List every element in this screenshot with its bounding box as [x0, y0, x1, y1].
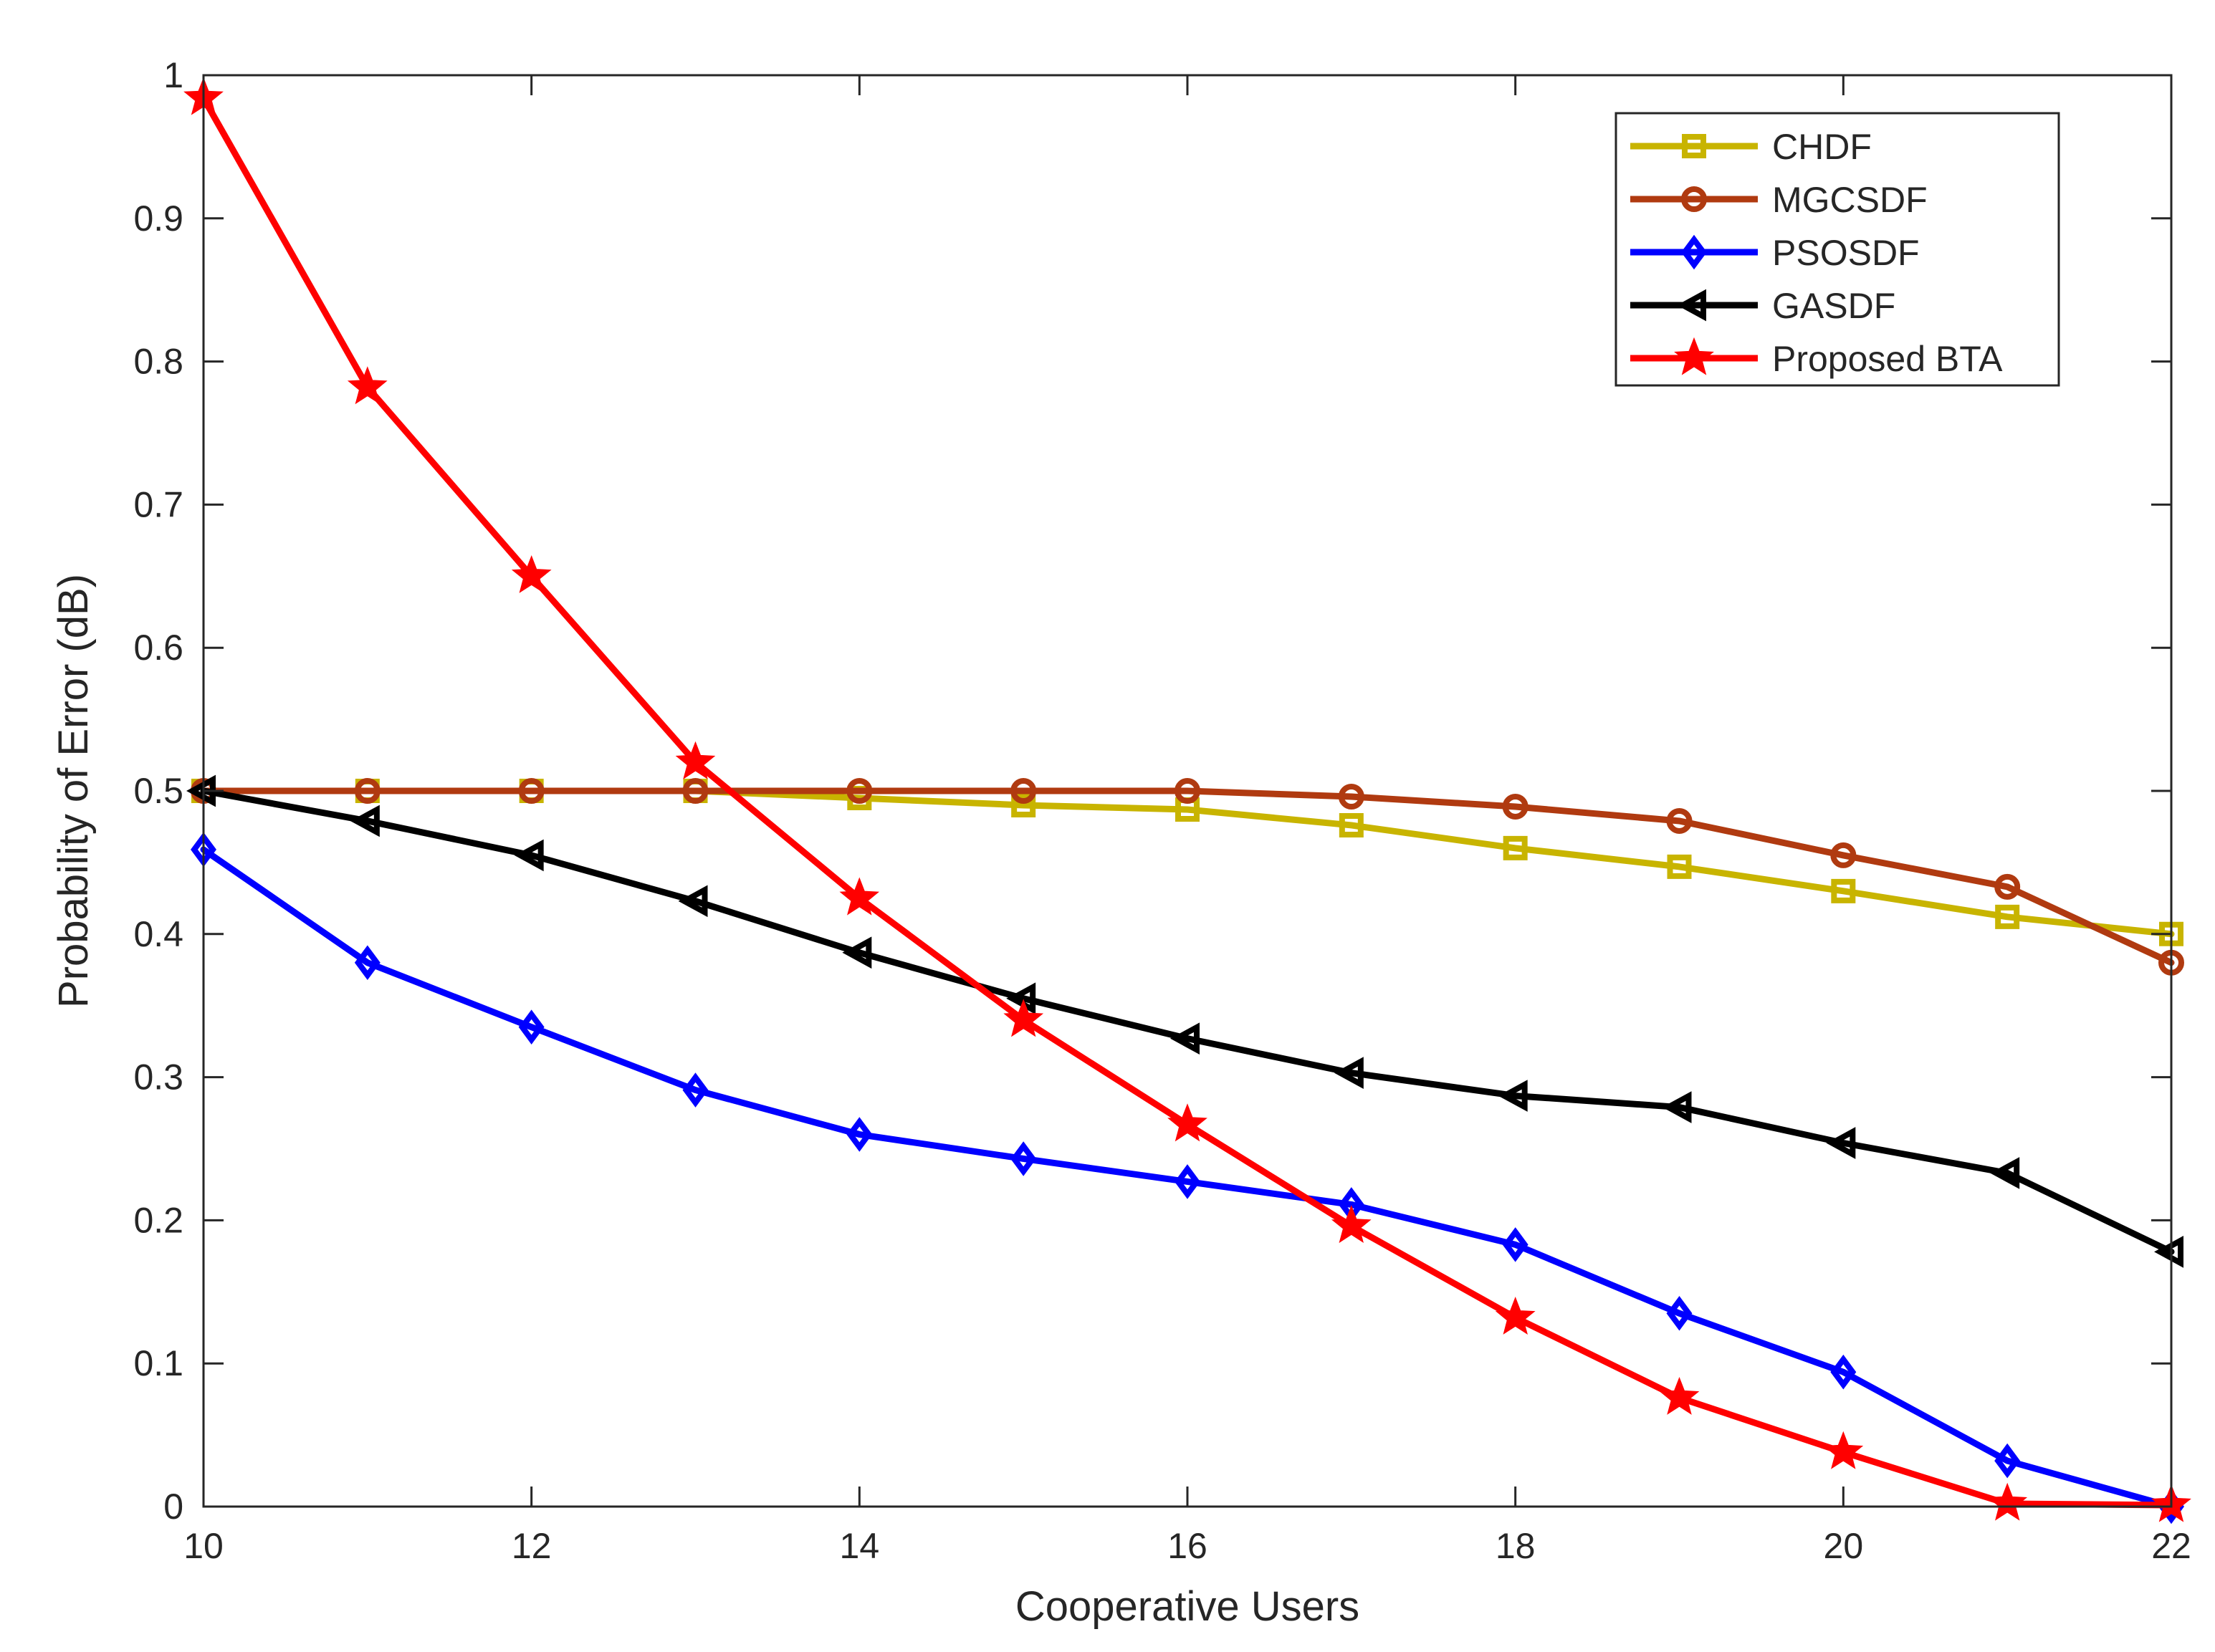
data-point-proposed-bta-11 [347, 366, 388, 405]
data-point-chdf-18 [1503, 835, 1528, 860]
data-point-proposed-bta-13 [675, 741, 716, 779]
legend-marker-gasdf [1677, 289, 1706, 322]
data-point-mgcsdf-12 [518, 778, 545, 804]
legend-item-chdf: CHDF [1630, 127, 1872, 167]
data-point-proposed-bta-21 [1987, 1482, 2028, 1521]
data-point-mgcsdf-17 [1338, 783, 1364, 810]
series-line-psosdf [200, 846, 2175, 1510]
data-point-proposed-bta-16 [1167, 1103, 1207, 1142]
x-tick-label-22: 22 [2151, 1526, 2191, 1566]
data-point-mgcsdf-14 [846, 778, 873, 804]
legend-marker-proposed-bta [1674, 337, 1714, 375]
y-tick-label-0.4: 0.4 [133, 914, 183, 954]
series-line-mgcsdf [200, 787, 2175, 966]
data-point-proposed-bta-18 [1495, 1297, 1536, 1335]
data-point-proposed-bta-15 [1003, 999, 1044, 1037]
data-point-psosdf-18 [1502, 1227, 1529, 1262]
data-point-proposed-bta-14 [839, 877, 880, 916]
data-point-psosdf-14 [846, 1117, 873, 1152]
data-point-mgcsdf-11 [354, 778, 381, 804]
data-point-psosdf-11 [354, 945, 381, 981]
legend-item-proposed-bta: Proposed BTA [1630, 337, 2003, 379]
data-point-gasdf-21 [1990, 1157, 2020, 1189]
data-point-proposed-bta-19 [1659, 1376, 1700, 1415]
series-line-gasdf [200, 787, 2175, 1255]
data-point-mgcsdf-15 [1010, 778, 1037, 804]
data-point-gasdf-16 [1170, 1022, 1200, 1055]
data-point-gasdf-18 [1498, 1080, 1528, 1112]
data-point-chdf-22 [2159, 921, 2183, 946]
data-point-gasdf-12 [514, 839, 544, 872]
axes-layer: 10 12 14 16 18 20 22 0 0.1 0.2 0.3 0.4 0.5 0.6 0.7 0.8 0… [133, 55, 2191, 1566]
y-tick-label-0.1: 0.1 [133, 1343, 183, 1383]
data-point-gasdf-14 [842, 936, 872, 969]
x-tick-label-10: 10 [183, 1526, 224, 1566]
data-point-mgcsdf-18 [1502, 793, 1529, 820]
x-tick-label-16: 16 [1167, 1526, 1207, 1566]
data-point-mgcsdf-20 [1830, 842, 1857, 868]
data-point-chdf-17 [1339, 812, 1364, 837]
y-tick-label-0.5: 0.5 [133, 771, 183, 811]
x-tick-label-20: 20 [1824, 1526, 1864, 1566]
data-point-mgcsdf-19 [1666, 807, 1693, 834]
y-tick-label-0.9: 0.9 [133, 198, 183, 239]
legend-label-mgcsdf: MGCSDF [1772, 180, 1928, 220]
data-point-psosdf-20 [1830, 1354, 1857, 1390]
data-point-gasdf-11 [350, 805, 380, 837]
data-point-chdf-19 [1667, 854, 1692, 879]
y-tick-label-0.6: 0.6 [133, 628, 183, 668]
legend-marker-psosdf [1681, 234, 1707, 270]
x-axis-label: Cooperative Users [1015, 1583, 1359, 1630]
x-tick-label-14: 14 [840, 1526, 880, 1566]
data-point-gasdf-20 [1826, 1127, 1856, 1159]
data-point-proposed-bta-12 [511, 555, 552, 593]
data-point-psosdf-16 [1175, 1164, 1200, 1199]
legend-item-mgcsdf: MGCSDF [1630, 180, 1928, 220]
legend-item-gasdf: GASDF [1630, 286, 1895, 326]
data-point-chdf-20 [1831, 878, 1856, 903]
y-tick-label-0.2: 0.2 [133, 1200, 183, 1240]
data-point-psosdf-19 [1666, 1295, 1693, 1331]
data-point-psosdf-15 [1010, 1141, 1037, 1176]
legend-label-proposed-bta: Proposed BTA [1772, 339, 2003, 379]
series-layer [183, 77, 2191, 1524]
legend-item-psosdf: PSOSDF [1630, 233, 1920, 273]
data-point-proposed-bta-20 [1823, 1431, 1864, 1469]
legend-marker-chdf [1682, 134, 1706, 158]
y-tick-label-0.8: 0.8 [133, 342, 183, 382]
data-point-psosdf-12 [518, 1009, 545, 1044]
data-point-psosdf-13 [682, 1072, 709, 1108]
legend-label-chdf: CHDF [1772, 127, 1872, 167]
legend-label-psosdf: PSOSDF [1772, 233, 1920, 273]
data-point-psosdf-21 [1994, 1443, 2021, 1479]
data-point-mgcsdf-21 [1994, 873, 2021, 900]
data-point-gasdf-19 [1662, 1091, 1692, 1123]
x-tick-label-12: 12 [512, 1526, 552, 1566]
y-tick-label-0.3: 0.3 [133, 1057, 183, 1098]
data-point-gasdf-17 [1334, 1057, 1364, 1089]
data-point-mgcsdf-13 [682, 778, 709, 804]
y-tick-label-0: 0 [163, 1487, 183, 1527]
y-tick-label-1: 1 [163, 55, 183, 95]
y-tick-label-0.7: 0.7 [133, 484, 183, 524]
legend-marker-mgcsdf [1681, 186, 1707, 212]
legend: CHDF MGCSDF PSOSDF GASDF Proposed BTA [1614, 112, 2060, 387]
data-point-chdf-21 [1995, 904, 2020, 929]
y-axis-label: Probability of Error (dB) [50, 574, 97, 1008]
x-tick-label-18: 18 [1496, 1526, 1536, 1566]
data-point-proposed-bta-17 [1331, 1205, 1372, 1244]
data-point-chdf-15 [1011, 792, 1036, 817]
series-gasdf [186, 774, 2183, 1268]
data-point-mgcsdf-16 [1175, 778, 1200, 804]
data-point-gasdf-13 [678, 885, 708, 918]
legend-label-gasdf: GASDF [1772, 286, 1895, 326]
